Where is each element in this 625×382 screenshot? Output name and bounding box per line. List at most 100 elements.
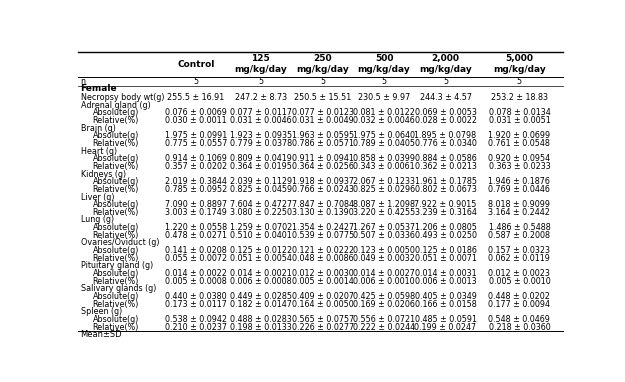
Text: 0.362 ± 0.0213: 0.362 ± 0.0213: [414, 162, 476, 171]
Text: Relative(%): Relative(%): [92, 139, 139, 148]
Text: 0.005 ± 0.0014: 0.005 ± 0.0014: [292, 277, 354, 286]
Text: 0.920 ± 0.0954: 0.920 ± 0.0954: [488, 154, 551, 163]
Text: 0.914 ± 0.1069: 0.914 ± 0.1069: [165, 154, 227, 163]
Text: mg/kg/day: mg/kg/day: [419, 65, 472, 74]
Text: Absolute(g): Absolute(g): [92, 200, 139, 209]
Text: 1.923 ± 0.0935: 1.923 ± 0.0935: [229, 131, 292, 140]
Text: 0.449 ± 0.0285: 0.449 ± 0.0285: [230, 292, 292, 301]
Text: Relative(%): Relative(%): [92, 231, 139, 240]
Text: Relative(%): Relative(%): [92, 162, 139, 171]
Text: 0.766 ± 0.0243: 0.766 ± 0.0243: [292, 185, 354, 194]
Text: Kidneys (g): Kidneys (g): [81, 170, 126, 179]
Text: 0.199 ± 0.0247: 0.199 ± 0.0247: [414, 322, 477, 332]
Text: mg/kg/day: mg/kg/day: [234, 65, 287, 74]
Text: 0.802 ± 0.0673: 0.802 ± 0.0673: [414, 185, 476, 194]
Text: 255.5 ± 16.91: 255.5 ± 16.91: [168, 93, 225, 102]
Text: 0.062 ± 0.0119: 0.062 ± 0.0119: [489, 254, 551, 263]
Text: 0.125 ± 0.0122: 0.125 ± 0.0122: [229, 246, 292, 255]
Text: 0.911 ± 0.0941: 0.911 ± 0.0941: [292, 154, 354, 163]
Text: 0.510 ± 0.0401: 0.510 ± 0.0401: [230, 231, 292, 240]
Text: 1.920 ± 0.0699: 1.920 ± 0.0699: [488, 131, 551, 140]
Text: 0.014 ± 0.0031: 0.014 ± 0.0031: [415, 269, 476, 278]
Text: Mean±SD: Mean±SD: [81, 330, 122, 340]
Text: 0.078 ± 0.0134: 0.078 ± 0.0134: [489, 108, 550, 117]
Text: 7.922 ± 0.9015: 7.922 ± 0.9015: [414, 200, 477, 209]
Text: 8.018 ± 0.9099: 8.018 ± 0.9099: [488, 200, 551, 209]
Text: 0.014 ± 0.0027: 0.014 ± 0.0027: [353, 269, 415, 278]
Text: Liver (g): Liver (g): [81, 193, 114, 202]
Text: Relative(%): Relative(%): [92, 299, 139, 309]
Text: 0.125 ± 0.0186: 0.125 ± 0.0186: [414, 246, 476, 255]
Text: 0.507 ± 0.0336: 0.507 ± 0.0336: [353, 231, 415, 240]
Text: 1.259 ± 0.0702: 1.259 ± 0.0702: [229, 223, 292, 232]
Text: 8.087 ± 1.2098: 8.087 ± 1.2098: [353, 200, 415, 209]
Text: 5: 5: [258, 77, 263, 86]
Text: 0.538 ± 0.0942: 0.538 ± 0.0942: [165, 315, 227, 324]
Text: 0.222 ± 0.0244: 0.222 ± 0.0244: [353, 322, 415, 332]
Text: 0.055 ± 0.0072: 0.055 ± 0.0072: [165, 254, 227, 263]
Text: 1.895 ± 0.0798: 1.895 ± 0.0798: [414, 131, 477, 140]
Text: Female: Female: [81, 84, 117, 93]
Text: 0.488 ± 0.0283: 0.488 ± 0.0283: [230, 315, 292, 324]
Text: 0.565 ± 0.0757: 0.565 ± 0.0757: [292, 315, 354, 324]
Text: 3.164 ± 0.2442: 3.164 ± 0.2442: [489, 208, 551, 217]
Text: 0.032 ± 0.0046: 0.032 ± 0.0046: [353, 116, 415, 125]
Text: 0.478 ± 0.0271: 0.478 ± 0.0271: [165, 231, 227, 240]
Text: 0.166 ± 0.0158: 0.166 ± 0.0158: [414, 299, 476, 309]
Text: 0.081 ± 0.0122: 0.081 ± 0.0122: [353, 108, 415, 117]
Text: 0.014 ± 0.0022: 0.014 ± 0.0022: [165, 269, 227, 278]
Text: 2.039 ± 0.1129: 2.039 ± 0.1129: [229, 177, 292, 186]
Text: 0.069 ± 0.0053: 0.069 ± 0.0053: [414, 108, 476, 117]
Text: 0.405 ± 0.0349: 0.405 ± 0.0349: [414, 292, 476, 301]
Text: 0.006 ± 0.0010: 0.006 ± 0.0010: [353, 277, 415, 286]
Text: 0.005 ± 0.0008: 0.005 ± 0.0008: [165, 277, 227, 286]
Text: Control: Control: [177, 60, 215, 69]
Text: 0.775 ± 0.0557: 0.775 ± 0.0557: [165, 139, 228, 148]
Text: 5: 5: [194, 77, 199, 86]
Text: 250.5 ± 15.51: 250.5 ± 15.51: [294, 93, 351, 102]
Text: 7.604 ± 0.4727: 7.604 ± 0.4727: [229, 200, 292, 209]
Text: 3.220 ± 0.4255: 3.220 ± 0.4255: [353, 208, 415, 217]
Text: 230.5 ± 9.97: 230.5 ± 9.97: [358, 93, 410, 102]
Text: 0.077 ± 0.0123: 0.077 ± 0.0123: [292, 108, 354, 117]
Text: 0.769 ± 0.0446: 0.769 ± 0.0446: [489, 185, 551, 194]
Text: 253.2 ± 18.83: 253.2 ± 18.83: [491, 93, 548, 102]
Text: 0.051 ± 0.0054: 0.051 ± 0.0054: [230, 254, 292, 263]
Text: 0.825 ± 0.0296: 0.825 ± 0.0296: [353, 185, 415, 194]
Text: 250: 250: [313, 54, 332, 63]
Text: 0.364 ± 0.0195: 0.364 ± 0.0195: [230, 162, 292, 171]
Text: mg/kg/day: mg/kg/day: [357, 65, 411, 74]
Text: 0.014 ± 0.0021: 0.014 ± 0.0021: [230, 269, 292, 278]
Text: 0.448 ± 0.0202: 0.448 ± 0.0202: [489, 292, 551, 301]
Text: 1.486 ± 0.5488: 1.486 ± 0.5488: [489, 223, 550, 232]
Text: 1.918 ± 0.0937: 1.918 ± 0.0937: [292, 177, 354, 186]
Text: 0.177 ± 0.0094: 0.177 ± 0.0094: [488, 299, 551, 309]
Text: 2.067 ± 0.1233: 2.067 ± 0.1233: [353, 177, 415, 186]
Text: 5: 5: [381, 77, 387, 86]
Text: 0.548 ± 0.0469: 0.548 ± 0.0469: [489, 315, 551, 324]
Text: 0.005 ± 0.0010: 0.005 ± 0.0010: [489, 277, 550, 286]
Text: 3.003 ± 0.1749: 3.003 ± 0.1749: [165, 208, 227, 217]
Text: 0.409 ± 0.0207: 0.409 ± 0.0207: [292, 292, 354, 301]
Text: 0.164 ± 0.0050: 0.164 ± 0.0050: [292, 299, 354, 309]
Text: 5: 5: [517, 77, 522, 86]
Text: 0.786 ± 0.0571: 0.786 ± 0.0571: [292, 139, 354, 148]
Text: 0.761 ± 0.0548: 0.761 ± 0.0548: [489, 139, 551, 148]
Text: Relative(%): Relative(%): [92, 254, 139, 263]
Text: Relative(%): Relative(%): [92, 277, 139, 286]
Text: 0.076 ± 0.0069: 0.076 ± 0.0069: [165, 108, 227, 117]
Text: 125: 125: [251, 54, 270, 63]
Text: Lung (g): Lung (g): [81, 215, 114, 225]
Text: 0.048 ± 0.0086: 0.048 ± 0.0086: [292, 254, 354, 263]
Text: 0.218 ± 0.0360: 0.218 ± 0.0360: [489, 322, 550, 332]
Text: 2.019 ± 0.3844: 2.019 ± 0.3844: [165, 177, 227, 186]
Text: Heart (g): Heart (g): [81, 147, 117, 155]
Text: 0.776 ± 0.0340: 0.776 ± 0.0340: [414, 139, 476, 148]
Text: Salivary glands (g): Salivary glands (g): [81, 284, 156, 293]
Text: mg/kg/day: mg/kg/day: [493, 65, 546, 74]
Text: 0.364 ± 0.0256: 0.364 ± 0.0256: [292, 162, 354, 171]
Text: Absolute(g): Absolute(g): [92, 269, 139, 278]
Text: 7.090 ± 0.8897: 7.090 ± 0.8897: [165, 200, 227, 209]
Text: 1.267 ± 0.0537: 1.267 ± 0.0537: [353, 223, 415, 232]
Text: 244.3 ± 4.57: 244.3 ± 4.57: [419, 93, 471, 102]
